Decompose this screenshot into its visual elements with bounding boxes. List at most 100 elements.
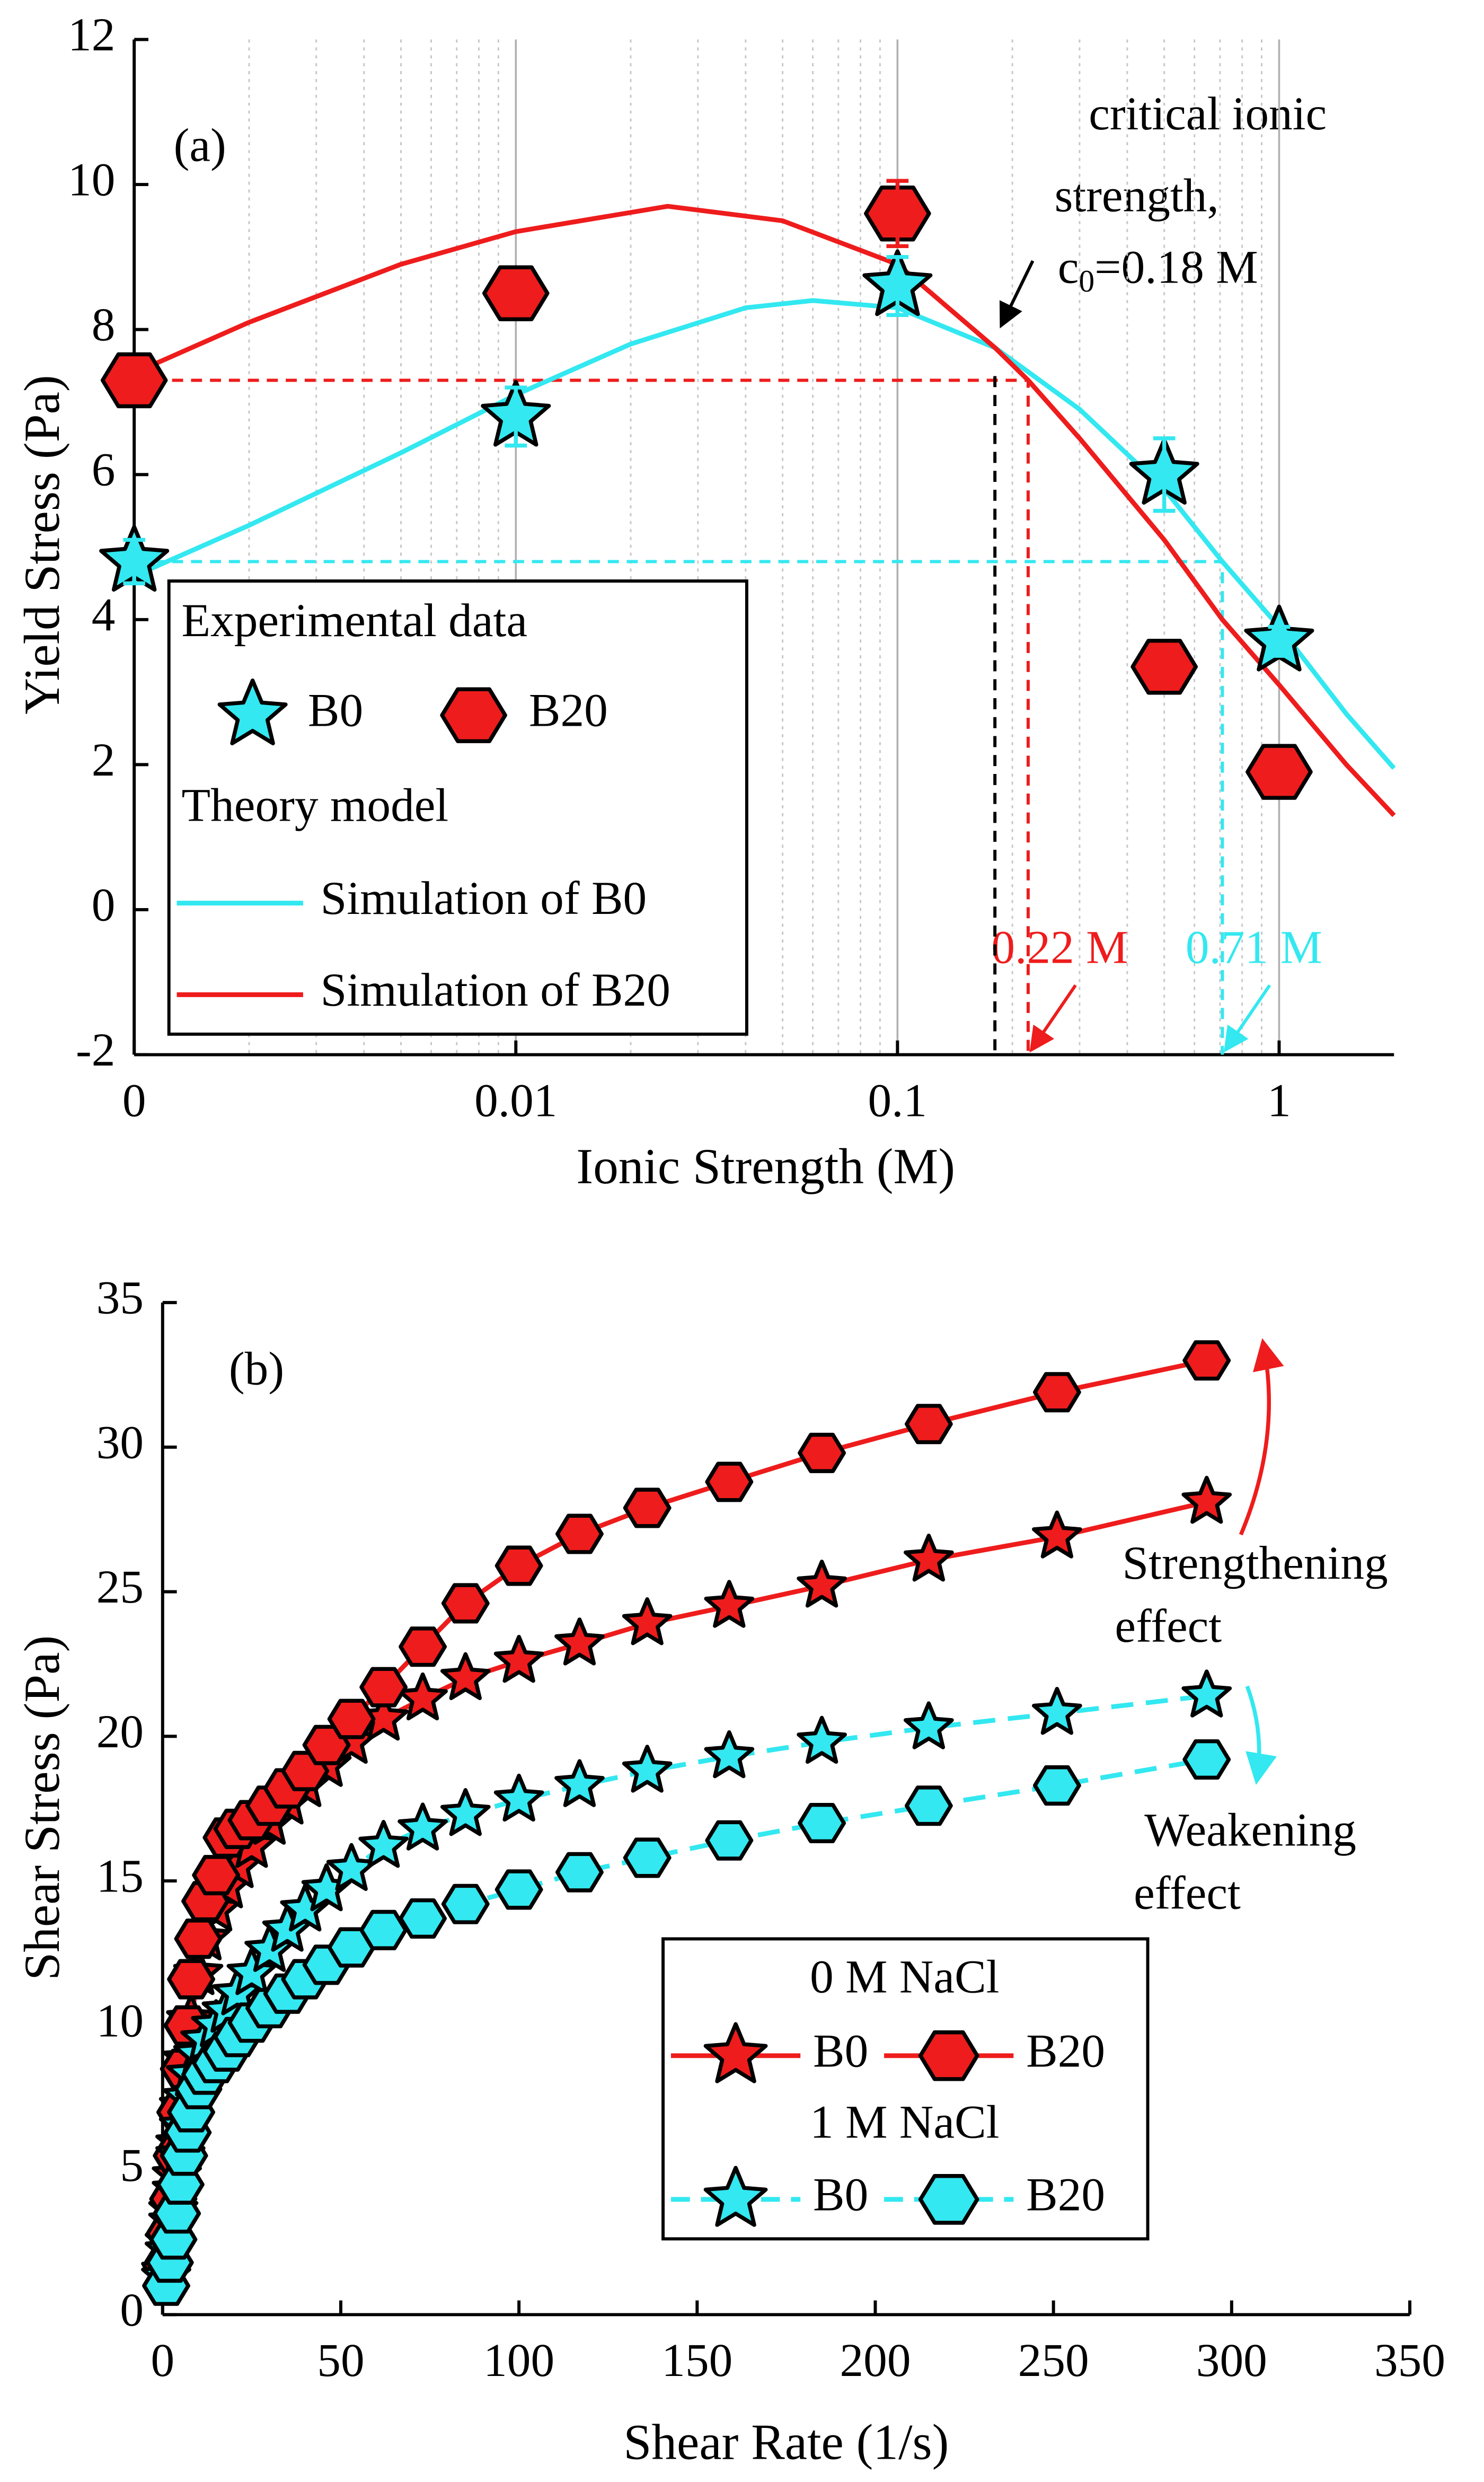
- marker: [1032, 1687, 1082, 1735]
- marker: [359, 1909, 408, 1950]
- marker: [704, 1580, 755, 1628]
- x-tick-label: 1: [1267, 1074, 1291, 1126]
- marker: [226, 1947, 277, 1995]
- marker: [494, 1545, 543, 1586]
- x-tick-label: 150: [661, 2334, 732, 2387]
- y-axis-title: Yield Stress (Pa): [14, 375, 70, 715]
- marker: [622, 1597, 673, 1645]
- x-tick-label: 100: [483, 2334, 554, 2387]
- error-bar: [505, 277, 527, 310]
- y-axis-title: Shear Stress (Pa): [14, 1635, 70, 1981]
- error-bar: [123, 364, 146, 397]
- marker-arrow: [1223, 984, 1271, 1053]
- marker: [798, 1802, 846, 1844]
- y-tick-label: 20: [96, 1705, 144, 1758]
- marker: [903, 1701, 954, 1749]
- marker: [554, 1759, 605, 1807]
- legend-label: B20: [1026, 2025, 1105, 2077]
- legend-symbol: [217, 678, 288, 745]
- critical-arrow: [999, 260, 1035, 329]
- marker: [174, 1918, 223, 1959]
- legend-symbol: [918, 2030, 979, 2081]
- legend-box: [661, 1937, 1150, 2241]
- x-axis-title: Ionic Strength (M): [576, 1138, 955, 1194]
- marker: [705, 1462, 754, 1502]
- annotation-part: c: [1058, 241, 1079, 293]
- y-tick-label: 25: [96, 1561, 144, 1613]
- error-bar: [886, 179, 909, 249]
- y-tick-label: 12: [68, 8, 115, 61]
- x-tick-label: 0: [122, 1074, 146, 1126]
- marker: [398, 1802, 448, 1851]
- annotation: c0=0.18 M: [1058, 241, 1258, 298]
- marker-label: 0.71 M: [1186, 921, 1322, 973]
- legend-label: B20: [1026, 2168, 1105, 2221]
- y-tick-label: 5: [120, 2139, 144, 2191]
- legend-box: [167, 579, 748, 1036]
- x-tick-label: 300: [1196, 2334, 1267, 2387]
- marker: [440, 1788, 491, 1836]
- x-tick-label: 50: [317, 2334, 364, 2387]
- marker: [441, 1583, 490, 1624]
- x-tick-label: 200: [840, 2334, 911, 2387]
- marker: [494, 1869, 543, 1910]
- marker: [623, 1488, 672, 1528]
- marker: [327, 1698, 376, 1739]
- marker: [1032, 1765, 1081, 1806]
- error-bar: [1268, 755, 1291, 789]
- legend-symbol: [703, 2022, 768, 2083]
- legend-symbol: [918, 2174, 979, 2225]
- marker: [903, 1534, 954, 1582]
- marker: [1182, 1340, 1231, 1381]
- annotation: critical ionic: [1089, 87, 1327, 140]
- y-tick-label: 10: [68, 154, 115, 206]
- marker: [904, 1785, 953, 1826]
- y-tick-label: 8: [92, 298, 116, 351]
- marker: [623, 1837, 672, 1878]
- marker: [441, 1883, 490, 1924]
- x-tick-label: 250: [1018, 2334, 1089, 2387]
- marker: [798, 1432, 846, 1473]
- y-tick-label: 6: [92, 444, 116, 496]
- marker: [705, 1820, 754, 1861]
- marker: [555, 1852, 604, 1893]
- marker: [167, 1959, 216, 2000]
- marker: [1181, 1669, 1232, 1718]
- x-tick-label: 0.1: [868, 1074, 928, 1126]
- legend-group-title: Experimental data: [182, 594, 527, 647]
- marker: [493, 1773, 544, 1822]
- y-tick-label: 0: [92, 878, 116, 931]
- error-bar: [1153, 436, 1176, 513]
- marker: [797, 1715, 847, 1764]
- marker: [555, 1513, 604, 1554]
- legend-label: B0: [308, 684, 363, 737]
- y-tick-label: 4: [92, 588, 116, 641]
- legend-label: Simulation of B20: [321, 964, 670, 1016]
- marker: [622, 1745, 673, 1793]
- legend-label: Simulation of B0: [321, 872, 647, 925]
- error-bar: [505, 385, 527, 448]
- legend-group-title: Theory model: [182, 779, 449, 831]
- marker: [797, 1560, 847, 1608]
- marker: [554, 1617, 605, 1666]
- y-tick-label: 2: [92, 734, 116, 786]
- marker: [1181, 1475, 1232, 1524]
- marker: [704, 1730, 755, 1779]
- y-tick-label: 30: [96, 1416, 144, 1468]
- annotation: effect: [1134, 1867, 1241, 1920]
- marker: [904, 1404, 953, 1445]
- panel-label: (a): [174, 119, 226, 171]
- legend-group-title: 1 M NaCl: [810, 2096, 999, 2148]
- legend-label: B0: [813, 2168, 868, 2221]
- annotation-arrow: [1239, 1338, 1284, 1536]
- x-tick-label: 0.01: [474, 1074, 557, 1126]
- x-axis-title: Shear Rate (1/s): [623, 2414, 949, 2470]
- y-tick-label: -2: [76, 1024, 115, 1076]
- marker: [493, 1634, 544, 1683]
- marker-label: 0.22 M: [991, 921, 1128, 973]
- y-tick-label: 15: [96, 1850, 144, 1903]
- marker: [1182, 1739, 1231, 1780]
- legend-symbol: [440, 687, 507, 743]
- marker: [440, 1652, 491, 1701]
